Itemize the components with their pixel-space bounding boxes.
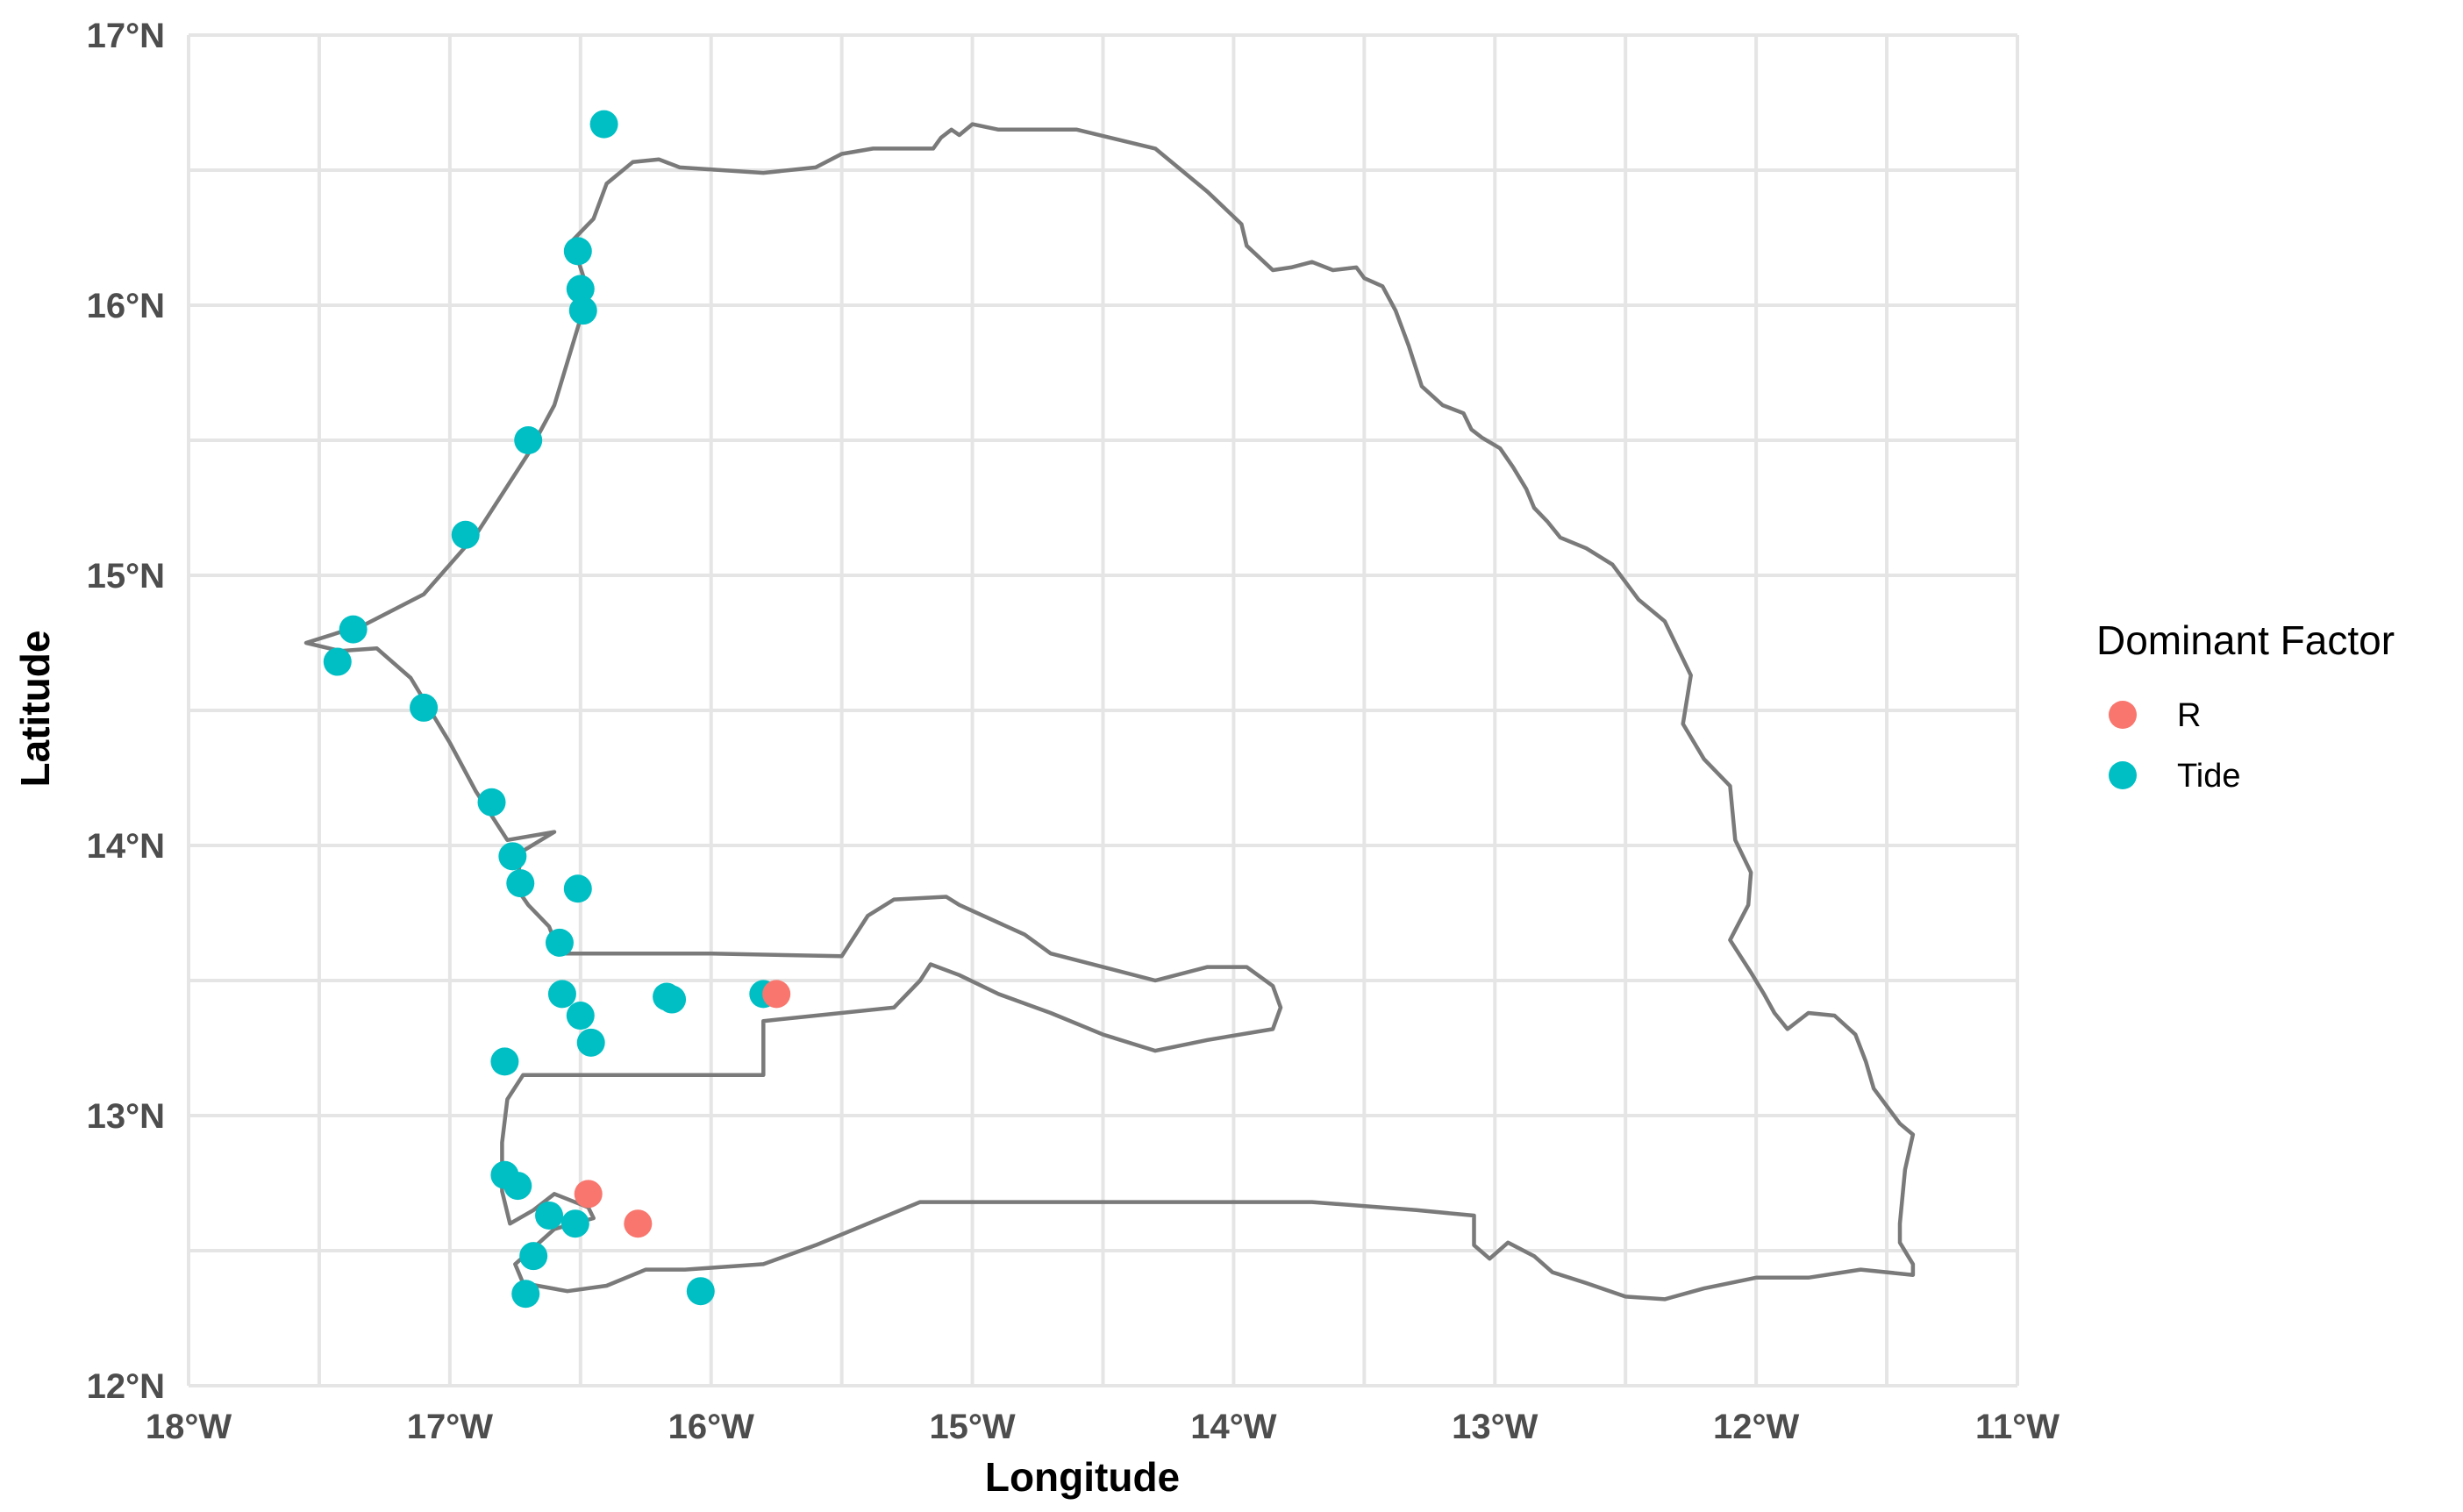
data-point-tide [566,275,595,303]
y-tick-label: 14°N [87,827,165,866]
x-tick-label: 18°W [146,1408,232,1446]
tick-labels: 18°W 17°W 16°W 15°W 14°W 13°W 12°W 11°W 12°N 13°N… [87,17,2060,1446]
data-point-tide [506,869,535,898]
data-point-tide [535,1201,564,1230]
x-tick-label: 12°W [1713,1408,1799,1446]
data-point-tide [568,296,597,325]
data-point-r [762,980,791,1009]
legend-label-r: R [2177,697,2201,734]
y-tick-label: 17°N [87,17,165,55]
legend-label-tide: Tide [2177,758,2241,795]
x-tick-label: 16°W [668,1408,754,1446]
x-axis-title: Longitude [985,1454,1180,1500]
data-point-tide [589,110,618,139]
senegal-border-outline [303,122,1916,1302]
data-point-r [574,1180,603,1209]
data-point-tide [339,615,368,644]
grid [187,33,2019,1387]
data-point-tide [576,1028,605,1057]
data-point-tide [519,1242,548,1271]
y-axis-title: Latitude [12,631,58,788]
data-point-tide [566,1002,595,1031]
legend-key-tide [2109,761,2137,789]
x-tick-label: 17°W [407,1408,493,1446]
x-tick-label: 14°W [1190,1408,1276,1446]
y-tick-label: 16°N [87,287,165,325]
data-point-tide [560,1209,589,1238]
legend: Dominant Factor R Tide [2096,617,2395,795]
legend-title: Dominant Factor [2096,617,2395,663]
y-tick-label: 12°N [87,1367,165,1406]
y-tick-label: 15°N [87,557,165,596]
data-point-tide [686,1277,715,1306]
data-point-tide [477,788,506,817]
data-point-tide [503,1172,532,1201]
data-point-tide [545,928,574,957]
data-point-r [624,1209,653,1238]
x-tick-label: 15°W [929,1408,1015,1446]
data-point-tide [451,520,480,549]
data-point-tide [563,237,592,266]
data-point-tide [498,842,527,871]
points-layer [323,110,791,1309]
data-point-tide [323,647,352,676]
x-tick-label: 11°W [1975,1408,2060,1446]
data-point-tide [490,1047,519,1076]
data-point-tide [547,980,576,1009]
data-point-tide [514,426,543,454]
y-tick-label: 13°N [87,1097,165,1136]
legend-key-r [2109,701,2137,729]
data-point-tide [563,874,592,903]
data-point-tide [511,1280,540,1309]
x-tick-label: 13°W [1452,1408,1538,1446]
data-point-tide [410,693,439,722]
data-point-tide [658,985,687,1014]
